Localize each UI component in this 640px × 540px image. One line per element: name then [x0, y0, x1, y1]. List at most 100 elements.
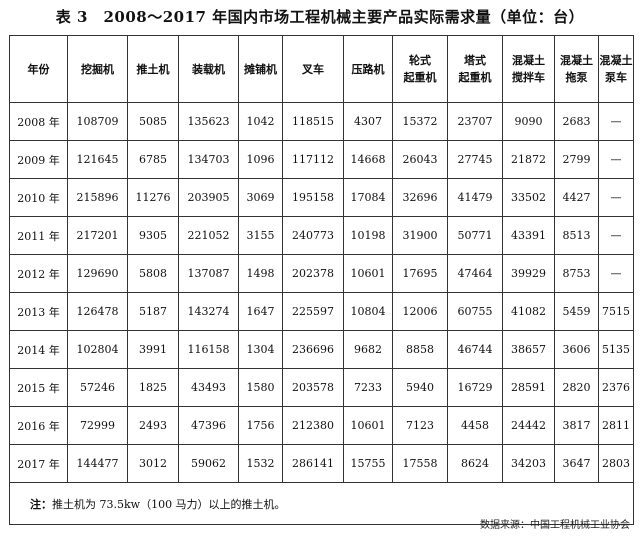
table-cell: 60755	[447, 292, 503, 331]
column-header-label: 轮式	[409, 54, 431, 67]
note-cell: 注：推土机为 73.5kw（100 马力）以上的推土机。	[9, 482, 634, 525]
note-row: 注：推土机为 73.5kw（100 马力）以上的推土机。	[9, 482, 634, 525]
column-header: 摊铺机	[238, 35, 283, 103]
table-cell: 41082	[502, 292, 555, 331]
table-cell: 9682	[343, 330, 393, 369]
table-cell: 5808	[127, 254, 179, 293]
table-cell: 26043	[392, 140, 448, 179]
table-cell: 8513	[554, 216, 599, 255]
column-header: 叉车	[282, 35, 344, 103]
column-header: 混凝土 拖泵	[554, 35, 599, 103]
year-cell: 2010 年	[9, 178, 68, 217]
table-cell: 16729	[447, 368, 503, 407]
table-cell: 15755	[343, 444, 393, 483]
table-cell: 43493	[178, 368, 239, 407]
column-header-label: 混凝土	[599, 54, 633, 67]
table-row: 2013 年 126478 5187 143274 1647 225597 10804 120…	[9, 292, 634, 331]
table-cell: 1096	[238, 140, 283, 179]
table-cell: 212380	[282, 406, 344, 445]
table-cell: 203578	[282, 368, 344, 407]
column-header: 装载机	[178, 35, 239, 103]
year-cell: 2017 年	[9, 444, 68, 483]
table-row: 2016 年 72999 2493 47396 1756 212380 10601 7123 4…	[9, 406, 634, 445]
table-cell: 2376	[598, 368, 634, 407]
year-cell: 2016 年	[9, 406, 68, 445]
table-cell: 108709	[67, 102, 128, 141]
column-header-label: 年份	[27, 62, 50, 76]
table-cell: —	[598, 254, 634, 293]
table-cell: 10601	[343, 406, 393, 445]
table-cell: 10804	[343, 292, 393, 331]
table-cell: 202378	[282, 254, 344, 293]
note-label: 注：	[30, 497, 52, 511]
table-cell: 7233	[343, 368, 393, 407]
table-cell: 3991	[127, 330, 179, 369]
table-cell: 126478	[67, 292, 128, 331]
table-cell: 137087	[178, 254, 239, 293]
year-cell: 2015 年	[9, 368, 68, 407]
table-cell: 50771	[447, 216, 503, 255]
year-cell: 2012 年	[9, 254, 68, 293]
note-text: 推土机为 73.5kw（100 马力）以上的推土机。	[52, 497, 286, 511]
table-cell: 3012	[127, 444, 179, 483]
year-cell: 2014 年	[9, 330, 68, 369]
year-cell: 2008 年	[9, 102, 68, 141]
column-header: 挖掘机	[67, 35, 128, 103]
table-cell: 1756	[238, 406, 283, 445]
table-cell: 39929	[502, 254, 555, 293]
table-cell: 2683	[554, 102, 599, 141]
table-cell: 3606	[554, 330, 599, 369]
table-cell: 1825	[127, 368, 179, 407]
column-header-label: 混凝土	[512, 54, 545, 67]
column-header-label: 塔式	[464, 54, 486, 67]
table-cell: 143274	[178, 292, 239, 331]
table-cell: 5187	[127, 292, 179, 331]
table-cell: 46744	[447, 330, 503, 369]
column-header: 推土机	[127, 35, 179, 103]
column-header-label: 混凝土	[560, 54, 593, 67]
table-cell: 11276	[127, 178, 179, 217]
table-cell: 9090	[502, 102, 555, 141]
table-cell: 1498	[238, 254, 283, 293]
table-cell: 203905	[178, 178, 239, 217]
table-cell: 9305	[127, 216, 179, 255]
table-cell: 12006	[392, 292, 448, 331]
table-cell: 5085	[127, 102, 179, 141]
table-cell: 1304	[238, 330, 283, 369]
table-cell: 8624	[447, 444, 503, 483]
column-header-label: 推土机	[136, 62, 170, 76]
table-cell: 1532	[238, 444, 283, 483]
table-cell: —	[598, 140, 634, 179]
table-cell: 8753	[554, 254, 599, 293]
table-cell: 47396	[178, 406, 239, 445]
table-cell: 33502	[502, 178, 555, 217]
column-header-label: 起重机	[403, 71, 437, 84]
column-header-label: 拖泵	[565, 71, 588, 84]
table-cell: 1580	[238, 368, 283, 407]
table-cell: 4427	[554, 178, 599, 217]
table-cell: 72999	[67, 406, 128, 445]
table-cell: 2799	[554, 140, 599, 179]
table-cell: 225597	[282, 292, 344, 331]
table-cell: 28591	[502, 368, 555, 407]
table-cell: 34203	[502, 444, 555, 483]
table-cell: 3817	[554, 406, 599, 445]
table-cell: 3647	[554, 444, 599, 483]
table-cell: 135623	[178, 102, 239, 141]
table-cell: 195158	[282, 178, 344, 217]
table-cell: 2811	[598, 406, 634, 445]
column-header-label: 泵车	[605, 71, 627, 84]
column-header-label: 摊铺机	[244, 62, 277, 76]
table-cell: 10198	[343, 216, 393, 255]
column-header-label: 叉车	[302, 62, 324, 76]
table-cell: 41479	[447, 178, 503, 217]
data-source: 数据来源：中国工程机械工业协会	[480, 520, 630, 531]
year-cell: 2013 年	[9, 292, 68, 331]
table-title: 表 3 2008～2017 年国内市场工程机械主要产品实际需求量（单位：台）	[55, 8, 585, 26]
table-cell: 14668	[343, 140, 393, 179]
table-cell: 217201	[67, 216, 128, 255]
column-header-label: 挖掘机	[81, 62, 114, 76]
column-header-label: 装载机	[192, 62, 225, 76]
year-cell: 2011 年	[9, 216, 68, 255]
column-header: 轮式 起重机	[392, 35, 448, 103]
